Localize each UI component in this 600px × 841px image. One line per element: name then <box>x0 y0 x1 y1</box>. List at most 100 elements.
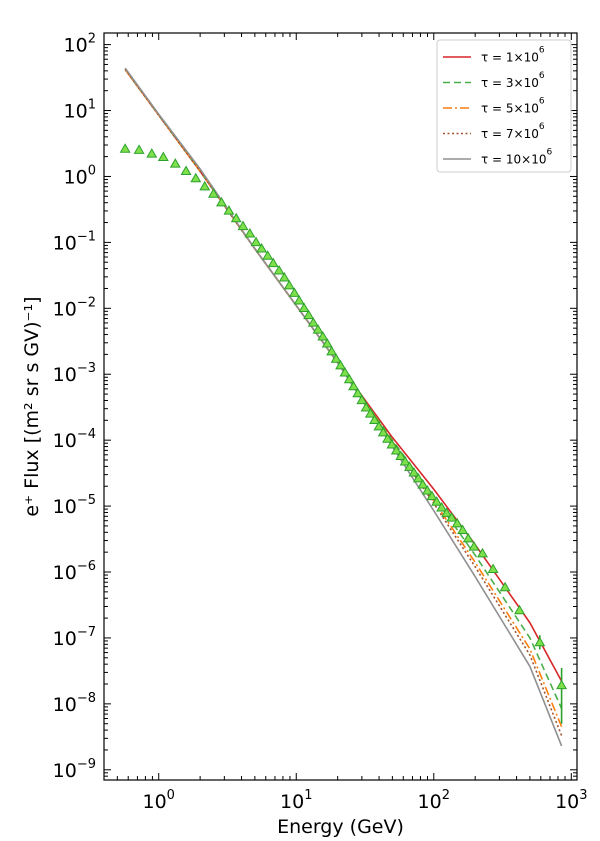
y-tick-labels: 10−9 10−8 10−7 10−6 10−5 10−4 10−3 10−2 10−1 100 1… <box>53 32 96 782</box>
y-tick-label: 10−3 <box>53 361 96 386</box>
data-point <box>207 188 219 198</box>
data-point <box>317 330 329 341</box>
data-point <box>330 353 342 363</box>
y-axis-title: e⁺ Flux [(m² sr s GV)⁻¹] <box>21 296 43 516</box>
data-point <box>451 517 463 528</box>
data-point <box>312 324 324 334</box>
data-point <box>356 394 368 405</box>
y-tick-label: 101 <box>64 98 96 123</box>
data-point <box>468 541 480 551</box>
y-tick-label: 10−1 <box>53 229 96 254</box>
legend: τ = 1×106 τ = 3×106 τ = 5×106 τ = 7×106 τ = … <box>436 39 572 173</box>
data-point <box>364 408 376 418</box>
y-axis-ticks <box>104 44 577 781</box>
x-axis-title: Energy (GeV) <box>277 816 404 838</box>
data-point <box>307 317 319 327</box>
plot-area <box>103 32 578 781</box>
data-point <box>446 512 458 522</box>
data-point <box>157 151 169 162</box>
data-point <box>293 294 305 305</box>
data-point <box>436 502 448 512</box>
x-axis-ticks <box>103 33 572 780</box>
y-tick-label: 102 <box>64 32 96 57</box>
legend-frame <box>436 39 572 173</box>
data-point <box>399 455 411 466</box>
data-point <box>146 148 158 158</box>
data-point <box>382 433 393 443</box>
data-point <box>534 636 546 647</box>
data-point <box>278 272 290 282</box>
data-point <box>262 250 274 260</box>
data-point <box>273 265 285 275</box>
data-point <box>250 236 262 247</box>
data-point <box>199 180 211 191</box>
data-point <box>133 144 145 154</box>
legend-label: τ = 1×106 <box>481 46 545 65</box>
y-tick-label: 10−5 <box>53 493 96 518</box>
y-tick-label: 10−2 <box>53 295 96 320</box>
x-tick-label: 101 <box>280 788 312 813</box>
data-point <box>335 359 347 370</box>
data-point <box>377 426 389 437</box>
y-tick-label: 10−9 <box>53 757 96 782</box>
data-point <box>417 479 429 489</box>
x-tick-label: 102 <box>418 788 450 813</box>
data-point <box>499 581 511 592</box>
data-point <box>369 414 381 425</box>
data-point <box>190 172 202 183</box>
data-point <box>487 563 499 573</box>
data-points <box>119 143 568 724</box>
data-point <box>339 367 351 377</box>
data-point <box>230 212 242 223</box>
legend-label: τ = 3×106 <box>481 71 545 90</box>
data-point <box>390 444 402 455</box>
data-point <box>426 490 438 501</box>
x-tick-labels: 100 101 102 103 <box>142 788 587 813</box>
legend-label: τ = 7×106 <box>481 122 545 141</box>
x-tick-label: 103 <box>555 788 587 813</box>
y-tick-label: 10−7 <box>53 625 96 650</box>
data-point <box>223 205 235 215</box>
data-point <box>556 679 568 690</box>
data-point <box>441 507 453 517</box>
data-point <box>321 337 333 348</box>
data-point <box>348 380 360 391</box>
data-point <box>352 387 364 398</box>
data-point <box>386 439 398 449</box>
data-point <box>395 450 407 460</box>
data-point <box>326 345 338 356</box>
data-point <box>303 309 315 320</box>
data-point <box>477 547 488 558</box>
data-point <box>408 466 420 477</box>
data-point <box>514 604 525 615</box>
y-tick-label: 10−8 <box>53 691 96 716</box>
data-point <box>288 287 300 297</box>
data-point <box>462 532 474 543</box>
data-point <box>412 472 424 483</box>
y-tick-label: 10−4 <box>53 427 96 452</box>
data-point <box>169 158 181 168</box>
data-point <box>373 420 385 431</box>
x-tick-label: 100 <box>142 788 174 813</box>
data-point <box>267 257 279 268</box>
data-point <box>404 461 415 471</box>
legend-label: τ = 5×106 <box>481 97 545 116</box>
data-point <box>216 196 227 207</box>
data-point <box>343 373 355 384</box>
data-point <box>298 302 310 313</box>
y-tick-label: 100 <box>64 163 96 188</box>
data-point <box>431 496 443 506</box>
data-point <box>237 220 249 231</box>
data-point <box>256 242 268 253</box>
data-point <box>180 165 192 175</box>
data-point <box>283 279 295 290</box>
data-point <box>421 485 433 495</box>
data-point <box>244 227 256 238</box>
plot-frame <box>103 32 578 781</box>
legend-label: τ = 10×106 <box>481 148 553 167</box>
y-tick-label: 10−6 <box>53 559 96 584</box>
data-point <box>119 143 131 153</box>
data-point <box>457 524 469 534</box>
data-point <box>360 401 372 412</box>
